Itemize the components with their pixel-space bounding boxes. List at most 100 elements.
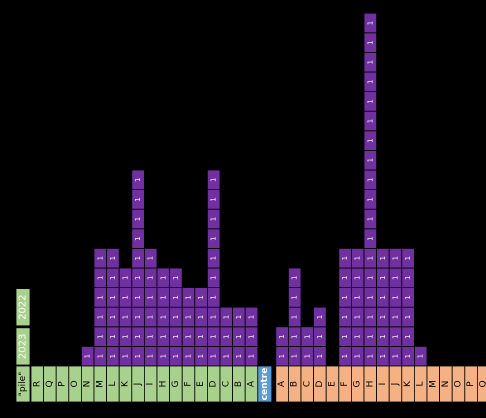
- data-label-face-h-3: 1: [366, 315, 374, 319]
- data-label-pile-l-4: 1: [109, 295, 117, 299]
- data-label-pile-j-4: 1: [134, 295, 142, 299]
- pile-end-label: "pile": [18, 372, 28, 397]
- data-label-face-b-4: 1: [291, 295, 299, 299]
- data-label-face-c-2: 1: [303, 334, 311, 338]
- data-label-face-h-13: 1: [366, 119, 374, 123]
- data-label-face-f-1: 1: [341, 354, 349, 358]
- data-label-pile-d-7: 1: [210, 236, 218, 240]
- data-label-face-j-1: 1: [392, 354, 400, 358]
- data-label-pile-d-9: 1: [210, 197, 218, 201]
- data-label-face-j-4: 1: [392, 295, 400, 299]
- data-label-pile-e-3: 1: [197, 315, 205, 319]
- data-label-pile-c-3: 1: [222, 315, 230, 319]
- data-label-pile-k-1: 1: [122, 354, 130, 358]
- data-label-face-k-2: 1: [404, 334, 412, 338]
- year-label-left-upper: 2022: [18, 294, 29, 319]
- data-label-pile-d-8: 1: [210, 217, 218, 221]
- tick-label-pile-e: E: [196, 381, 206, 387]
- data-label-face-k-5: 1: [404, 276, 412, 280]
- data-label-pile-i-4: 1: [147, 295, 155, 299]
- data-label-pile-l-3: 1: [109, 315, 117, 319]
- data-label-pile-a-2: 1: [248, 334, 256, 338]
- tick-label-pile-k: K: [121, 380, 131, 387]
- tick-label-centre-centre: centre: [260, 368, 270, 401]
- tick-label-pile-i: I: [146, 383, 156, 386]
- data-label-face-f-3: 1: [341, 315, 349, 319]
- data-label-face-h-9: 1: [366, 197, 374, 201]
- data-label-pile-h-1: 1: [159, 354, 167, 358]
- data-label-face-j-3: 1: [392, 315, 400, 319]
- data-label-face-c-1: 1: [303, 354, 311, 358]
- data-label-face-a-2: 1: [278, 334, 286, 338]
- year-legend: 2023202220232022: [15, 288, 31, 366]
- tick-label-face-q: Q: [479, 380, 486, 387]
- tick-label-face-e: E: [328, 381, 338, 387]
- bar-cell-face-k-6: [401, 247, 415, 269]
- data-label-pile-m-2: 1: [96, 334, 104, 338]
- data-label-pile-d-6: 1: [210, 256, 218, 260]
- data-label-face-k-1: 1: [404, 354, 412, 358]
- data-label-pile-j-7: 1: [134, 236, 142, 240]
- data-label-face-f-5: 1: [341, 276, 349, 280]
- data-label-pile-n-1: 1: [84, 354, 92, 358]
- data-label-pile-b-3: 1: [235, 315, 243, 319]
- data-label-pile-g-4: 1: [172, 295, 180, 299]
- data-label-pile-i-1: 1: [147, 354, 155, 358]
- data-label-pile-j-2: 1: [134, 334, 142, 338]
- data-label-face-a-1: 1: [278, 354, 286, 358]
- data-label-face-h-15: 1: [366, 80, 374, 84]
- data-label-pile-m-1: 1: [96, 354, 104, 358]
- data-label-face-b-5: 1: [291, 276, 299, 280]
- data-label-face-g-5: 1: [354, 276, 362, 280]
- data-label-pile-d-4: 1: [210, 295, 218, 299]
- data-label-pile-k-5: 1: [122, 276, 130, 280]
- data-label-face-i-5: 1: [379, 276, 387, 280]
- tick-label-pile-j: J: [133, 383, 143, 387]
- data-label-pile-e-1: 1: [197, 354, 205, 358]
- data-label-pile-j-1: 1: [134, 354, 142, 358]
- data-label-pile-f-1: 1: [185, 354, 193, 358]
- data-label-face-b-3: 1: [291, 315, 299, 319]
- data-label-pile-e-2: 1: [197, 334, 205, 338]
- data-label-pile-d-1: 1: [210, 354, 218, 358]
- data-label-face-h-10: 1: [366, 178, 374, 182]
- tick-label-face-p: P: [466, 381, 476, 387]
- data-label-face-l-1: 1: [417, 354, 425, 358]
- data-label-face-g-2: 1: [354, 334, 362, 338]
- data-label-pile-b-1: 1: [235, 354, 243, 358]
- tick-label-face-l: L: [416, 381, 426, 386]
- data-label-pile-h-5: 1: [159, 276, 167, 280]
- data-label-face-d-2: 1: [316, 334, 324, 338]
- data-label-face-g-1: 1: [354, 354, 362, 358]
- data-label-face-d-1: 1: [316, 354, 324, 358]
- data-label-face-i-6: 1: [379, 256, 387, 260]
- data-label-face-f-6: 1: [341, 256, 349, 260]
- data-label-pile-g-3: 1: [172, 315, 180, 319]
- data-label-face-k-6: 1: [404, 256, 412, 260]
- bar-cell-pile-d-10: [206, 169, 221, 191]
- data-label-face-h-8: 1: [366, 217, 374, 221]
- data-label-face-i-3: 1: [379, 315, 387, 319]
- data-label-face-f-2: 1: [341, 334, 349, 338]
- tick-label-face-a: A: [277, 380, 287, 387]
- tick-label-pile-q: Q: [45, 380, 55, 387]
- data-label-face-i-2: 1: [379, 334, 387, 338]
- data-label-pile-h-4: 1: [159, 295, 167, 299]
- tick-label-face-j: J: [391, 383, 401, 387]
- tick-label-pile-h: H: [158, 381, 168, 388]
- data-label-face-h-7: 1: [366, 236, 374, 240]
- data-label-face-b-2: 1: [291, 334, 299, 338]
- tick-label-face-b: B: [290, 381, 300, 387]
- data-label-pile-f-3: 1: [185, 315, 193, 319]
- data-label-pile-h-3: 1: [159, 315, 167, 319]
- data-label-face-j-5: 1: [392, 276, 400, 280]
- data-label-face-f-4: 1: [341, 295, 349, 299]
- data-label-pile-d-3: 1: [210, 315, 218, 319]
- data-label-pile-a-1: 1: [248, 354, 256, 358]
- data-label-pile-d-2: 1: [210, 334, 218, 338]
- data-label-face-i-1: 1: [379, 354, 387, 358]
- data-label-pile-j-9: 1: [134, 197, 142, 201]
- data-label-pile-l-5: 1: [109, 276, 117, 280]
- bar-cell-face-d-3: [313, 306, 327, 328]
- data-label-pile-m-5: 1: [96, 276, 104, 280]
